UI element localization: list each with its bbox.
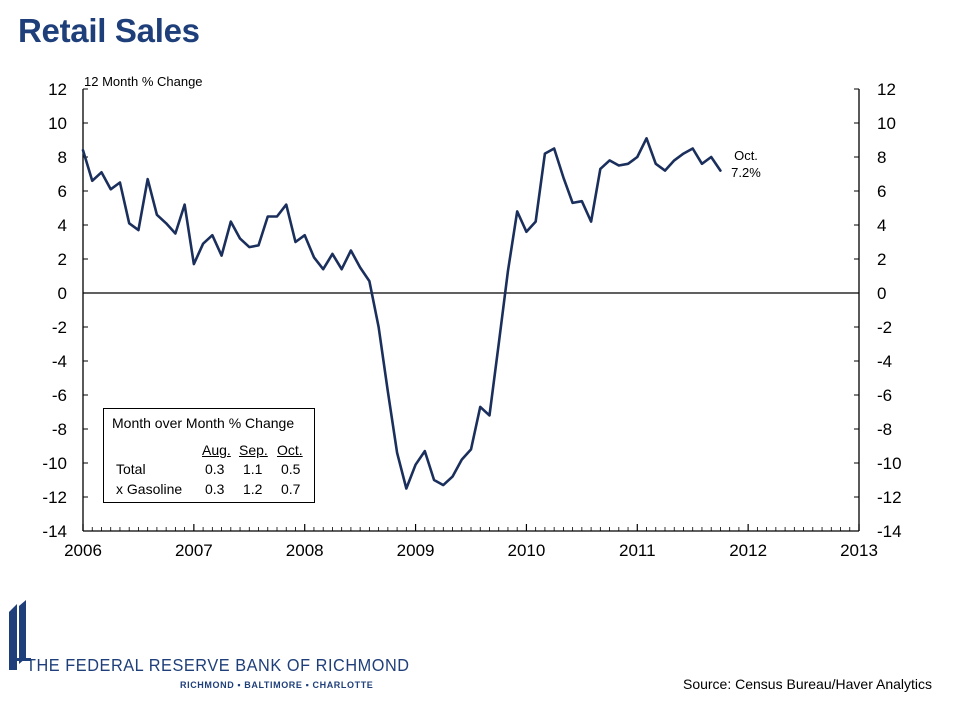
- y-tick-label-right: 10: [877, 114, 896, 133]
- y-tick-label-right: 6: [877, 182, 886, 201]
- x-tick-label: 2007: [175, 541, 213, 560]
- x-tick-label: 2008: [286, 541, 324, 560]
- x-tick-label: 2012: [729, 541, 767, 560]
- annotation-month: Oct.: [734, 148, 758, 163]
- y-tick-label-left: 8: [58, 148, 67, 167]
- y-tick-label-right: -14: [877, 522, 902, 541]
- y-tick-label-left: -8: [52, 420, 67, 439]
- y-tick-label-left: -4: [52, 352, 67, 371]
- chart-series: [81, 137, 722, 490]
- y-tick-label-left: 10: [48, 114, 67, 133]
- retail-sales-chart: 12 12 10 10 8 8 6 6 4 4 2 2 0 0 -2 -2 -4 -4 -6 -6 -8 -8 -10 -10…: [42, 74, 901, 560]
- x-tick-label: 2006: [64, 541, 102, 560]
- y-tick-label-right: 8: [877, 148, 886, 167]
- x-tick-label: 2009: [397, 541, 435, 560]
- inset-col-sep: Sep.: [239, 442, 268, 458]
- x-tick-label: 2010: [508, 541, 546, 560]
- y-tick-label-right: 12: [877, 80, 896, 99]
- inset-cell: 1.1: [243, 461, 263, 477]
- y-axis-label: 12 Month % Change: [84, 74, 203, 89]
- y-tick-label-left: -6: [52, 386, 67, 405]
- inset-cell: 0.3: [205, 481, 225, 497]
- y-tick-label-left: 2: [58, 250, 67, 269]
- inset-cell: 1.2: [243, 481, 263, 497]
- inset-cell: 0.3: [205, 461, 225, 477]
- y-tick-label-right: 0: [877, 284, 886, 303]
- y-tick-label-right: -2: [877, 318, 892, 337]
- x-tick-label: 2013: [840, 541, 878, 560]
- inset-row-label: x Gasoline: [116, 481, 183, 497]
- inset-cell: 0.7: [281, 481, 301, 497]
- logo-bank-name: THE FEDERAL RESERVE BANK OF RICHMOND: [26, 655, 410, 675]
- inset-row-label: Total: [116, 461, 146, 477]
- y-tick-label-right: -10: [877, 454, 902, 473]
- source-note: Source: Census Bureau/Haver Analytics: [682, 676, 932, 692]
- y-tick-label-left: 6: [58, 182, 67, 201]
- y-tick-label-right: -12: [877, 488, 902, 507]
- y-tick-label-left: -2: [52, 318, 67, 337]
- y-tick-label-left: -12: [42, 488, 67, 507]
- inset-col-aug: Aug.: [202, 442, 231, 458]
- y-tick-label-left: 0: [58, 284, 67, 303]
- inset-cell: 0.5: [281, 461, 301, 477]
- y-tick-label-right: -4: [877, 352, 892, 371]
- y-tick-label-left: 12: [48, 80, 67, 99]
- retail-sales-line: [81, 137, 722, 490]
- y-tick-label-left: -14: [42, 522, 67, 541]
- logo-cities: RICHMOND ▪ BALTIMORE ▪ CHARLOTTE: [180, 680, 374, 690]
- annotation-value: 7.2%: [731, 165, 761, 180]
- inset-col-oct: Oct.: [277, 442, 303, 458]
- x-tick-label: 2011: [619, 541, 656, 560]
- inset-title: Month over Month % Change: [112, 415, 295, 431]
- chart-axes: 12 12 10 10 8 8 6 6 4 4 2 2 0 0 -2 -2 -4 -4 -6 -6 -8 -8 -10 -10…: [42, 80, 901, 560]
- page-title: Retail Sales: [18, 12, 200, 49]
- month-over-month-table: Month over Month % Change Aug. Sep. Oct.…: [103, 408, 315, 503]
- y-tick-label-left: 4: [58, 216, 67, 235]
- y-tick-label-left: -10: [42, 454, 67, 473]
- y-tick-label-right: 2: [877, 250, 886, 269]
- federal-reserve-logo-icon: [9, 600, 31, 670]
- y-tick-label-right: -8: [877, 420, 892, 439]
- y-tick-label-right: -6: [877, 386, 892, 405]
- y-tick-label-right: 4: [877, 216, 886, 235]
